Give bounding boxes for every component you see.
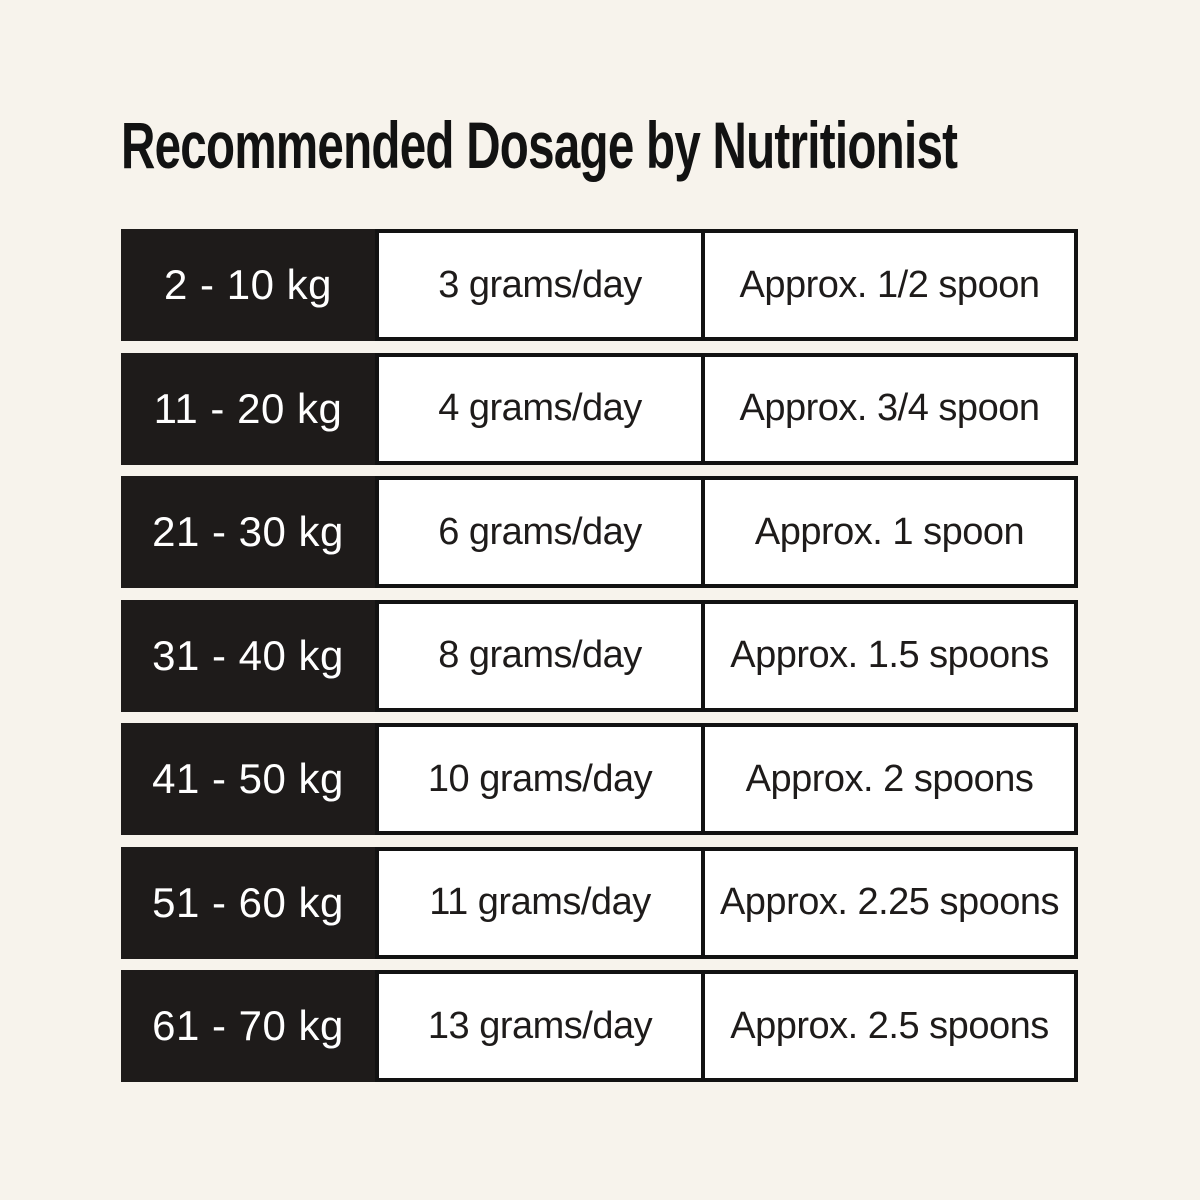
dosage-table: 2 - 10 kg 3 grams/day Approx. 1/2 spoon … bbox=[121, 229, 1078, 1082]
table-row: 11 - 20 kg 4 grams/day Approx. 3/4 spoon bbox=[121, 352, 1078, 465]
dosage-cell: 11 grams/day bbox=[375, 846, 705, 959]
dosage-cell: 8 grams/day bbox=[375, 599, 705, 712]
weight-range-cell: 31 - 40 kg bbox=[121, 599, 375, 712]
table-row: 21 - 30 kg 6 grams/day Approx. 1 spoon bbox=[121, 476, 1078, 588]
spoons-cell: Approx. 2 spoons bbox=[701, 723, 1078, 835]
weight-range-cell: 21 - 30 kg bbox=[121, 476, 375, 588]
table-row: 31 - 40 kg 8 grams/day Approx. 1.5 spoon… bbox=[121, 599, 1078, 712]
dosage-cell: 10 grams/day bbox=[375, 723, 705, 835]
table-row: 2 - 10 kg 3 grams/day Approx. 1/2 spoon bbox=[121, 229, 1078, 341]
table-row: 51 - 60 kg 11 grams/day Approx. 2.25 spo… bbox=[121, 846, 1078, 959]
table-row: 61 - 70 kg 13 grams/day Approx. 2.5 spoo… bbox=[121, 970, 1078, 1082]
spoons-cell: Approx. 1.5 spoons bbox=[701, 599, 1078, 712]
dosage-cell: 13 grams/day bbox=[375, 970, 705, 1082]
weight-range-cell: 51 - 60 kg bbox=[121, 846, 375, 959]
weight-range-cell: 41 - 50 kg bbox=[121, 723, 375, 835]
weight-range-cell: 61 - 70 kg bbox=[121, 970, 375, 1082]
weight-range-cell: 2 - 10 kg bbox=[121, 229, 375, 341]
table-row: 41 - 50 kg 10 grams/day Approx. 2 spoons bbox=[121, 723, 1078, 835]
dosage-cell: 3 grams/day bbox=[375, 229, 705, 341]
spoons-cell: Approx. 1 spoon bbox=[701, 476, 1078, 588]
spoons-cell: Approx. 2.5 spoons bbox=[701, 970, 1078, 1082]
dosage-cell: 6 grams/day bbox=[375, 476, 705, 588]
dosage-cell: 4 grams/day bbox=[375, 352, 705, 465]
weight-range-cell: 11 - 20 kg bbox=[121, 352, 375, 465]
spoons-cell: Approx. 1/2 spoon bbox=[701, 229, 1078, 341]
spoons-cell: Approx. 2.25 spoons bbox=[701, 846, 1078, 959]
spoons-cell: Approx. 3/4 spoon bbox=[701, 352, 1078, 465]
page-title: Recommended Dosage by Nutritionist bbox=[121, 108, 958, 182]
